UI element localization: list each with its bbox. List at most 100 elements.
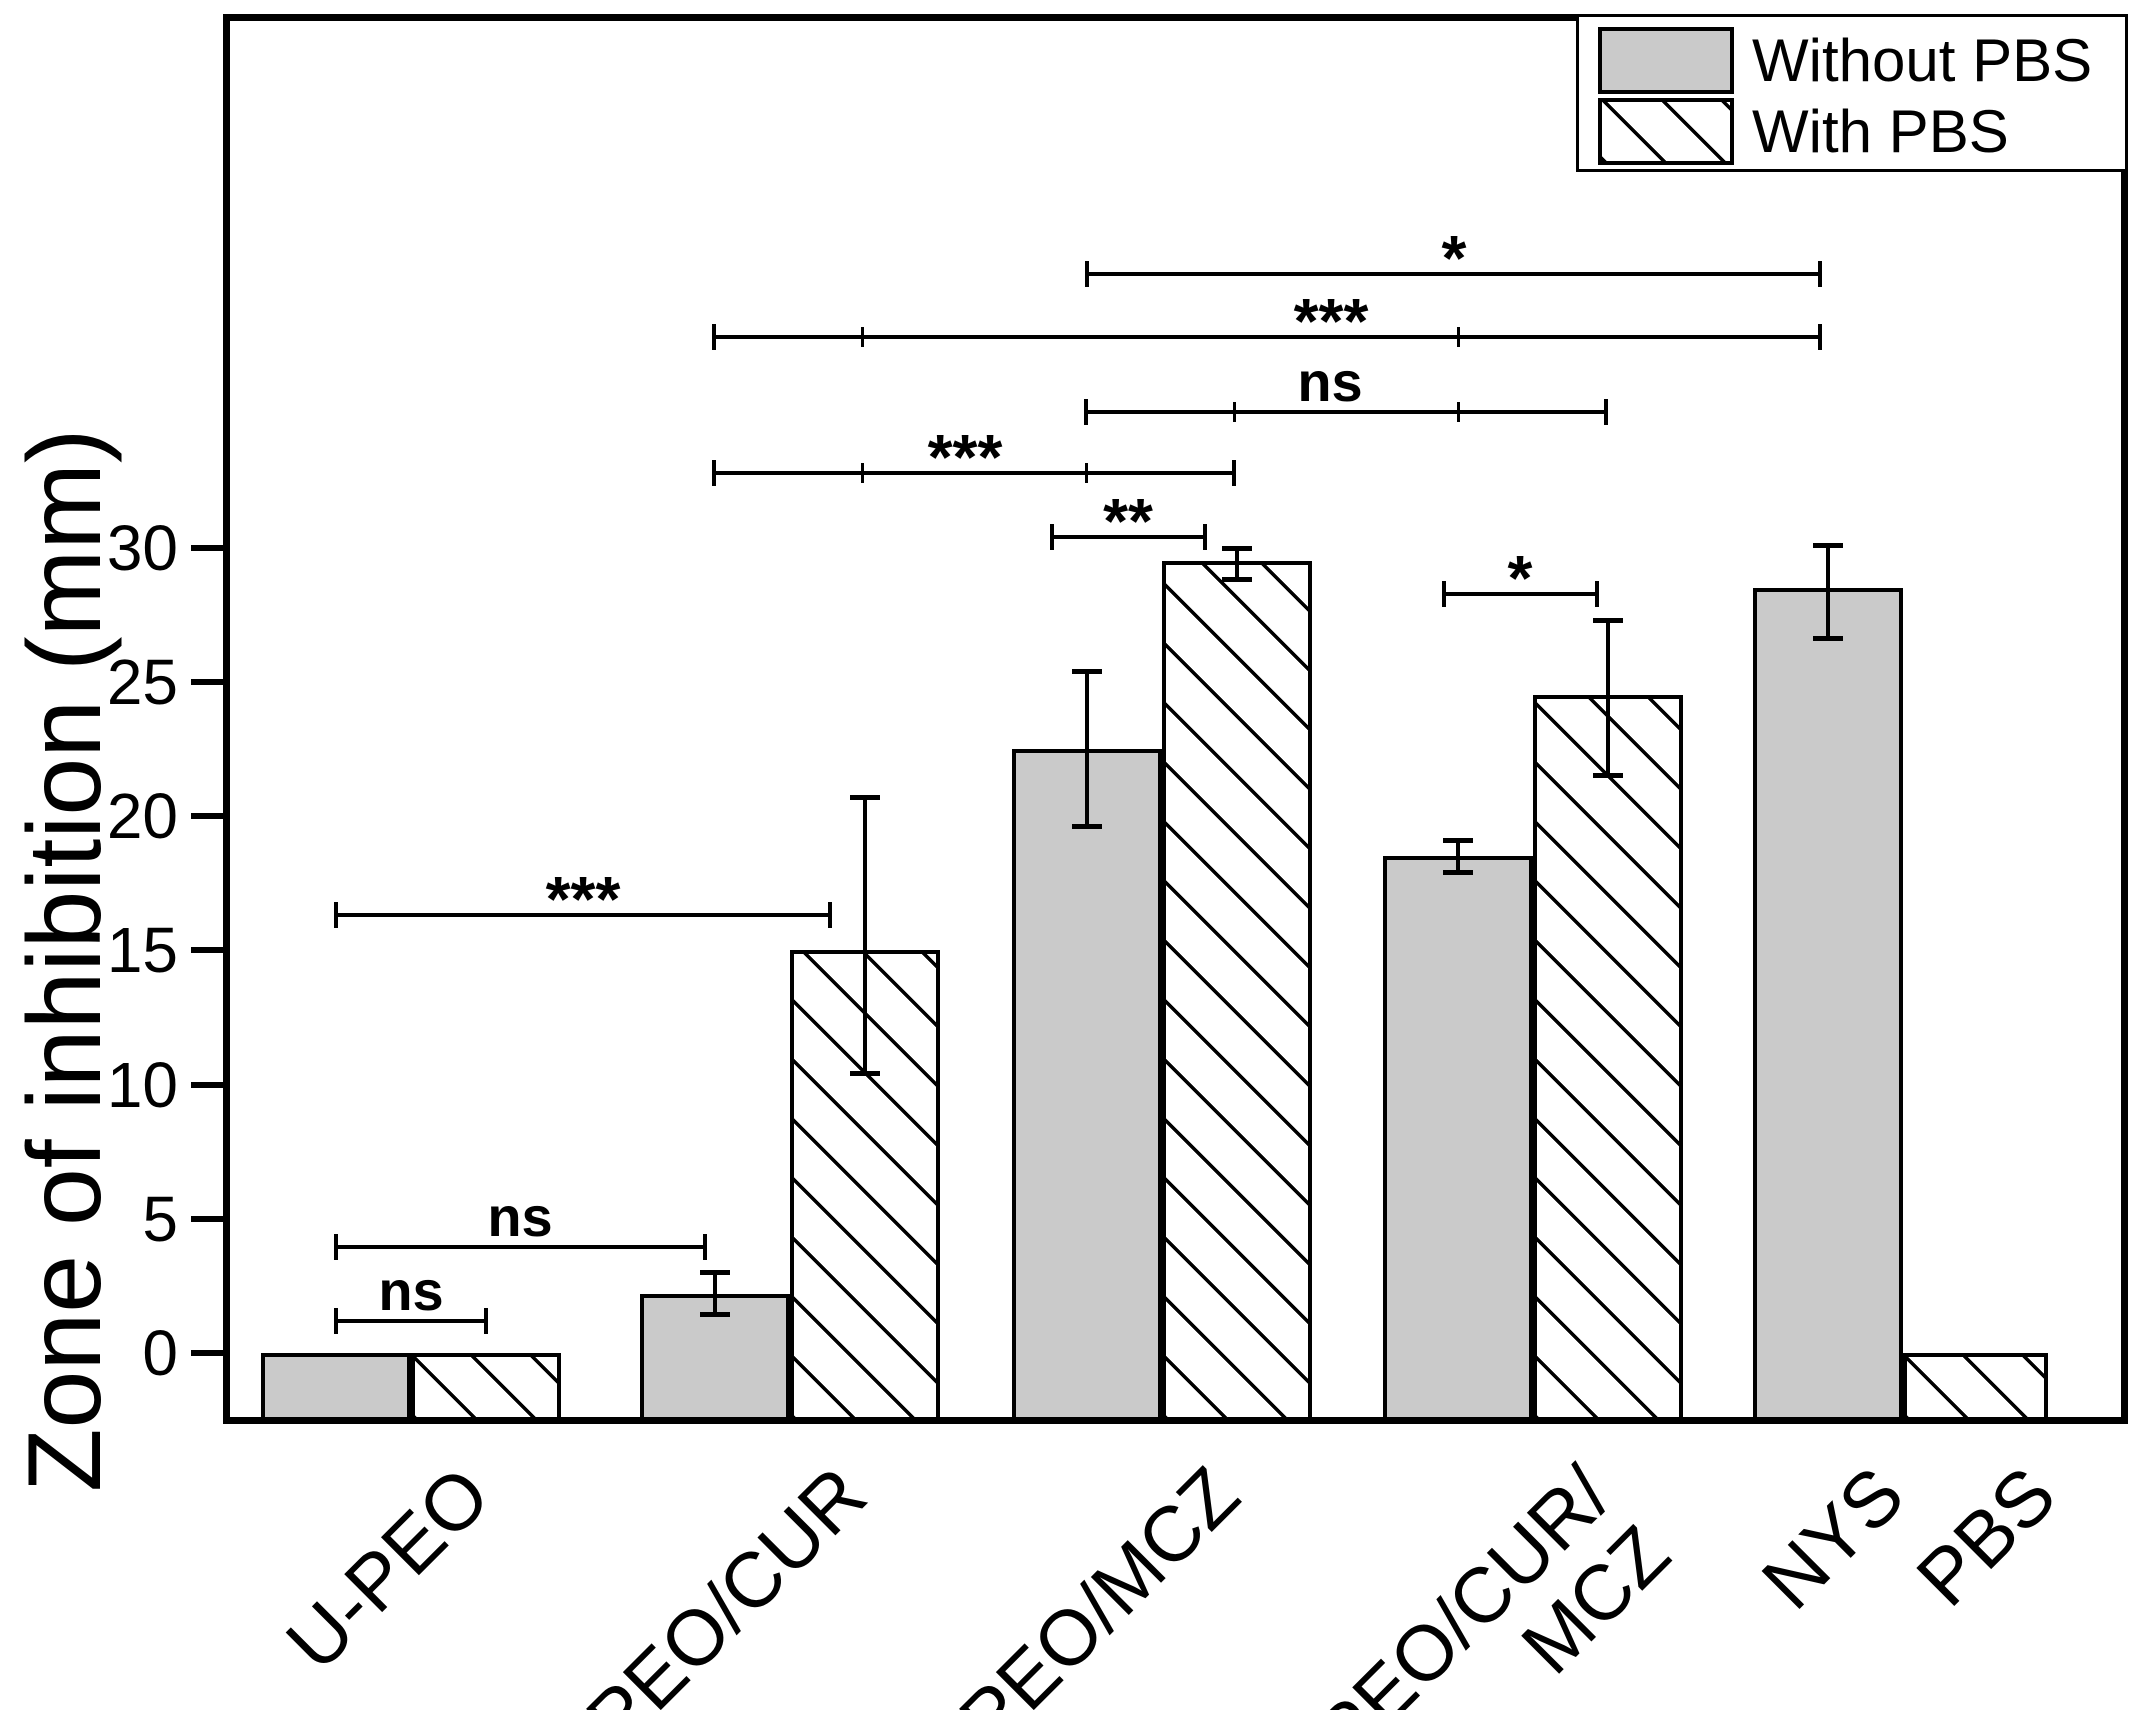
y-tick-15 [191,947,223,954]
legend: Without PBS With PBS [1576,14,2128,172]
error-bar-u-peo-cur-mcz-without-pbs [1456,840,1460,873]
significance-label-5: ns [1297,350,1363,413]
significance-bracket-6-tick-1 [1457,327,1460,347]
y-tick-5 [191,1215,223,1222]
significance-label-7: * [1441,222,1467,294]
error-bar-cap-top-nys [1813,543,1843,549]
significance-bracket-4-tick-0 [861,463,864,483]
y-axis-title: Zone of inhibition (mm) [7,428,123,1492]
y-tick-label-30: 30 [106,511,178,584]
significance-bracket-1-cap-0 [334,1234,338,1260]
significance-bracket-4-cap-1 [1232,460,1236,486]
x-label-u-peo: U-PEO [269,1449,507,1687]
significance-bracket-8-cap-1 [1595,581,1599,607]
y-tick-25 [191,679,223,685]
bar-u-peo-cur-with-pbs [790,950,940,1424]
significance-bracket-2-cap-0 [334,902,338,928]
error-bar-cap-bottom-u-peo-cur [850,1070,880,1076]
error-bar-cap-top-u-peo-cur [850,795,880,801]
y-tick-label-25: 25 [106,646,178,718]
x-label-u-peo-mcz: U-PEO/MCZ [884,1449,1257,1710]
significance-bracket-6-tick-0 [861,327,864,347]
significance-bracket-4-tick-1 [1085,463,1088,483]
y-tick-label-0: 0 [142,1317,178,1389]
error-bar-cap-bottom-u-peo-cur [700,1312,730,1318]
significance-label-0: ns [378,1259,444,1322]
error-bar-u-peo-cur-without-pbs [713,1272,717,1316]
significance-bracket-5-cap-1 [1604,399,1608,425]
bar-u-peo-with-pbs [411,1353,561,1424]
error-bar-cap-bottom-u-peo-cur-mcz [1593,772,1623,778]
x-label-u-peo-cur-mcz: U-PEO/CUR/ MCZ [1240,1449,1686,1710]
significance-label-1: ns [487,1185,553,1248]
significance-bracket-6 [714,335,1820,339]
bar-u-peo-mcz-without-pbs [1012,749,1162,1424]
error-bar-u-peo-cur-mcz-with-pbs [1606,620,1610,776]
significance-label-4: *** [927,421,1003,493]
significance-bracket-0-cap-0 [334,1308,338,1334]
y-tick-0 [191,1350,223,1356]
error-bar-cap-bottom-u-peo-mcz [1222,577,1252,582]
bar-u-peo-mcz-with-pbs [1162,561,1312,1424]
error-bar-nys-without-pbs [1826,545,1830,640]
significance-bracket-1-cap-1 [703,1234,707,1260]
bar-nys-without-pbs [1753,588,1903,1424]
legend-label-with-pbs: With PBS [1752,98,2009,165]
significance-bracket-0 [336,1319,486,1323]
y-tick-20 [191,813,223,820]
legend-entry-without-pbs: Without PBS [1598,25,2125,96]
significance-bracket-6-cap-0 [712,324,716,350]
significance-bracket-5-cap-0 [1084,399,1088,425]
error-bar-cap-bottom-u-peo-cur-mcz [1443,869,1473,875]
significance-bracket-7-cap-1 [1818,261,1822,287]
y-tick-30 [191,544,223,551]
significance-bracket-3-cap-0 [1050,524,1054,550]
significance-bracket-3-cap-1 [1203,524,1207,550]
significance-bracket-0-cap-1 [484,1308,488,1334]
significance-bracket-1 [336,1245,705,1249]
significance-bracket-5 [1086,410,1606,414]
error-bar-cap-top-u-peo-cur-mcz [1593,618,1623,624]
significance-bracket-4-cap-0 [712,460,716,486]
y-tick-label-5: 5 [142,1182,178,1255]
significance-bracket-2-cap-1 [828,902,832,928]
error-bar-cap-top-u-peo-mcz [1072,669,1102,675]
error-bar-cap-top-u-peo-cur [700,1270,730,1276]
significance-bracket-7-cap-0 [1085,261,1089,287]
y-tick-label-15: 15 [106,914,178,987]
error-bar-u-peo-mcz-without-pbs [1085,671,1089,827]
error-bar-cap-top-u-peo-cur-mcz [1443,838,1473,844]
legend-entry-with-pbs: With PBS [1598,96,2125,167]
significance-label-3: ** [1103,485,1153,557]
error-bar-cap-bottom-nys [1813,636,1843,642]
error-bar-u-peo-mcz-with-pbs [1235,547,1239,580]
significance-label-8: * [1507,542,1533,614]
significance-bracket-8 [1444,592,1597,596]
x-label-u-peo-cur: U-PEO/CUR [511,1449,884,1710]
x-label-pbs: PBS [1899,1449,2073,1623]
significance-label-6: *** [1293,285,1369,357]
bar-u-peo-cur-mcz-without-pbs [1383,856,1533,1424]
legend-swatch-diagonal-hatch [1598,98,1734,165]
bar-u-peo-cur-mcz-with-pbs [1533,695,1683,1424]
x-label-nys: NYS [1744,1449,1921,1626]
significance-bracket-4 [714,471,1234,475]
bar-pbs-with-pbs [1903,1353,2048,1424]
significance-bracket-3 [1052,535,1205,539]
bar-u-peo-without-pbs [261,1353,411,1424]
error-bar-cap-top-u-peo-mcz [1222,545,1252,551]
legend-label-without-pbs: Without PBS [1752,27,2093,94]
significance-bracket-7 [1087,272,1820,276]
significance-bracket-2 [336,913,830,917]
significance-bracket-5-tick-0 [1233,402,1236,422]
error-bar-cap-bottom-u-peo-mcz [1072,823,1102,829]
significance-bracket-5-tick-1 [1457,402,1460,422]
y-tick-label-20: 20 [106,780,178,853]
significance-label-2: *** [545,863,621,935]
y-tick-label-10: 10 [106,1048,178,1121]
legend-swatch-solid-gray [1598,27,1734,94]
error-bar-u-peo-cur-with-pbs [863,797,867,1074]
significance-bracket-8-cap-0 [1442,581,1446,607]
